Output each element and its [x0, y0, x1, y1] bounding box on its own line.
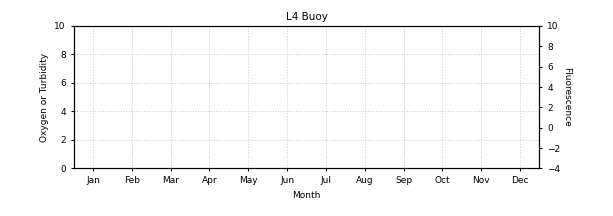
- Y-axis label: Fluorescence: Fluorescence: [562, 67, 571, 127]
- Title: L4 Buoy: L4 Buoy: [286, 12, 327, 22]
- X-axis label: Month: Month: [292, 191, 321, 200]
- Y-axis label: Oxygen or Turbidity: Oxygen or Turbidity: [40, 53, 49, 142]
